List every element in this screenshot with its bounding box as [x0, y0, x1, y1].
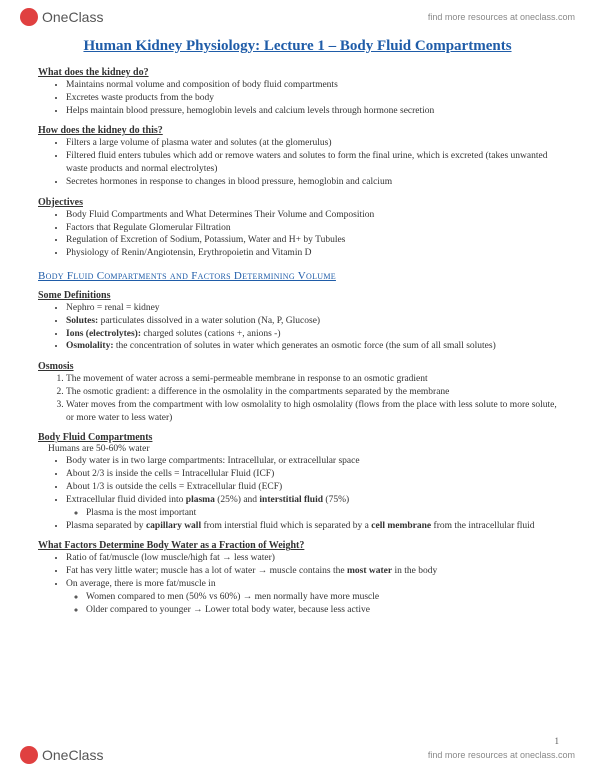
heading-factors: What Factors Determine Body Water as a F…	[38, 540, 557, 551]
bold-term: capillary wall	[146, 521, 201, 531]
text: On average, there is more fat/muscle in	[66, 579, 216, 589]
list-item: About 1/3 is outside the cells = Extrace…	[66, 481, 557, 494]
nested-list: Plasma is the most important	[86, 507, 557, 520]
bold-term: plasma	[186, 495, 215, 505]
list-item: On average, there is more fat/muscle in …	[66, 578, 557, 616]
document-content: What does the kidney do? Maintains norma…	[0, 67, 595, 616]
heading-objectives: Objectives	[38, 197, 557, 208]
heading-compartments: Body Fluid Compartments	[38, 432, 557, 443]
list-item: Plasma is the most important	[86, 507, 557, 520]
list-compartments: Body water is in two large compartments:…	[66, 455, 557, 532]
list-item: Filtered fluid enters tubules which add …	[66, 150, 557, 176]
list-item: Water moves from the compartment with lo…	[66, 399, 557, 425]
list-item: Extracellular fluid divided into plasma …	[66, 494, 557, 520]
list-item: Filters a large volume of plasma water a…	[66, 137, 557, 150]
def-text: particulates dissolved in a water soluti…	[98, 316, 320, 326]
list-item: The movement of water across a semi-perm…	[66, 373, 557, 386]
text: (75%)	[323, 495, 349, 505]
list-item: Solutes: particulates dissolved in a wat…	[66, 315, 557, 328]
list-item: Ions (electrolytes): charged solutes (ca…	[66, 328, 557, 341]
footer-bar: OneClass find more resources at oneclass…	[0, 746, 595, 764]
list-item: Nephro = renal = kidney	[66, 302, 557, 315]
term: Solutes:	[66, 316, 98, 326]
list-definitions: Nephro = renal = kidney Solutes: particu…	[66, 302, 557, 353]
def-text: charged solutes (cations +, anions -)	[141, 329, 280, 339]
list-factors: Ratio of fat/muscle (low muscle/high fat…	[66, 552, 557, 616]
list-item: Regulation of Excretion of Sodium, Potas…	[66, 234, 557, 247]
text: in the body	[392, 566, 437, 576]
subsection-title: Body Fluid Compartments and Factors Dete…	[38, 270, 557, 282]
page-title: Human Kidney Physiology: Lecture 1 – Bod…	[20, 38, 575, 55]
list-objectives: Body Fluid Compartments and What Determi…	[66, 209, 557, 260]
nested-list: Women compared to men (50% vs 60%) → men…	[86, 591, 557, 617]
list-item: About 2/3 is inside the cells = Intracel…	[66, 468, 557, 481]
list-item: Fat has very little water; muscle has a …	[66, 565, 557, 578]
list-item: Helps maintain blood pressure, hemoglobi…	[66, 105, 557, 118]
heading-how-does: How does the kidney do this?	[38, 125, 557, 136]
bold-term: cell membrane	[371, 521, 431, 531]
oneclass-logo-icon	[20, 8, 38, 26]
footer-logo[interactable]: OneClass	[20, 746, 103, 764]
bold-term: interstitial fluid	[259, 495, 323, 505]
text: from interstial fluid which is separated…	[201, 521, 371, 531]
header-bar: OneClass find more resources at oneclass…	[0, 0, 595, 30]
header-resources-link[interactable]: find more resources at oneclass.com	[428, 12, 575, 22]
list-item: Physiology of Renin/Angiotensin, Erythro…	[66, 247, 557, 260]
def-text: the concentration of solutes in water wh…	[114, 341, 496, 351]
list-item: Osmolality: the concentration of solutes…	[66, 340, 557, 353]
list-item: Maintains normal volume and composition …	[66, 79, 557, 92]
footer-resources-link[interactable]: find more resources at oneclass.com	[428, 750, 575, 760]
text: from the intracellular fluid	[431, 521, 534, 531]
list-item: Factors that Regulate Glomerular Filtrat…	[66, 222, 557, 235]
logo[interactable]: OneClass	[20, 8, 103, 26]
text: Plasma separated by	[66, 521, 146, 531]
heading-definitions: Some Definitions	[38, 290, 557, 301]
term: Osmolality:	[66, 341, 114, 351]
list-item: Plasma separated by capillary wall from …	[66, 520, 557, 533]
list-item: The osmotic gradient: a difference in th…	[66, 386, 557, 399]
heading-what-does: What does the kidney do?	[38, 67, 557, 78]
logo-text: OneClass	[42, 9, 103, 25]
heading-osmosis: Osmosis	[38, 361, 557, 372]
list-item: Body Fluid Compartments and What Determi…	[66, 209, 557, 222]
text: (25%) and	[215, 495, 260, 505]
text: Extracellular fluid divided into	[66, 495, 186, 505]
list-item: Body water is in two large compartments:…	[66, 455, 557, 468]
list-what-does: Maintains normal volume and composition …	[66, 79, 557, 117]
caption-humans-water: Humans are 50-60% water	[48, 444, 557, 454]
text: Fat has very little water; muscle has a …	[66, 566, 347, 576]
list-item: Older compared to younger → Lower total …	[86, 604, 557, 617]
list-how-does: Filters a large volume of plasma water a…	[66, 137, 557, 188]
list-item: Secretes hormones in response to changes…	[66, 176, 557, 189]
footer-logo-text: OneClass	[42, 747, 103, 763]
list-item: Women compared to men (50% vs 60%) → men…	[86, 591, 557, 604]
oneclass-logo-icon	[20, 746, 38, 764]
list-item: Excretes waste products from the body	[66, 92, 557, 105]
list-item: Ratio of fat/muscle (low muscle/high fat…	[66, 552, 557, 565]
bold-term: most water	[347, 566, 392, 576]
term: Ions (electrolytes):	[66, 329, 141, 339]
page-number: 1	[555, 736, 560, 746]
list-osmosis: The movement of water across a semi-perm…	[66, 373, 557, 424]
